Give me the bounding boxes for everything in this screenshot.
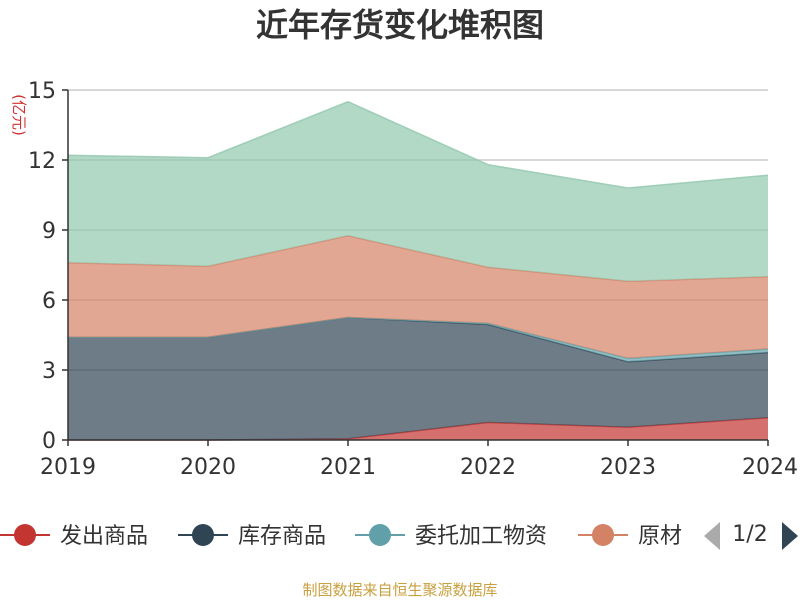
legend-symbol-circle [192, 524, 214, 546]
legend-item[interactable]: 发出商品 [0, 524, 148, 549]
legend-page-indicator: 1/2 [732, 522, 767, 547]
y-axis-ticks: 0 3 6 9 12 15 [28, 79, 68, 454]
y-axis-unit-label: (亿元) [10, 94, 28, 136]
area-series-3 [68, 235, 768, 359]
legend-pager: 1/2 [704, 522, 798, 550]
y-tick-label: 0 [42, 429, 56, 454]
x-tick-label: 2019 [40, 455, 96, 480]
x-axis-ticks: 2019 2020 2021 2022 2023 2024 [40, 440, 798, 480]
y-tick-label: 12 [28, 149, 56, 174]
x-tick-label: 2024 [742, 455, 798, 480]
legend-symbol-circle [14, 524, 36, 546]
legend-label: 原材 [638, 524, 682, 549]
legend-item[interactable]: 原材 [578, 524, 682, 549]
x-tick-label: 2023 [600, 455, 656, 480]
legend-label: 发出商品 [60, 524, 148, 549]
axes [67, 90, 768, 441]
area-series-2 [68, 317, 768, 362]
area-series-1 [68, 317, 768, 440]
area-series-line-4 [67, 100, 769, 189]
chart-title: 近年存货变化堆积图 [256, 6, 544, 44]
legend-symbol-circle [592, 524, 614, 546]
legend-item[interactable]: 委托加工物资 [355, 524, 547, 549]
x-tick-label: 2022 [460, 455, 516, 480]
area-series-4 [68, 101, 768, 282]
legend-item[interactable]: 库存商品 [178, 524, 326, 549]
legend-symbol-circle [369, 524, 391, 546]
area-series-group [67, 100, 769, 441]
y-tick-label: 9 [42, 219, 56, 244]
legend-label: 委托加工物资 [415, 524, 547, 549]
legend-next-arrow-icon[interactable] [782, 522, 798, 550]
y-tick-label: 6 [42, 289, 56, 314]
legend: 发出商品 库存商品 委托加工物资 原材 [0, 524, 682, 549]
legend-label: 库存商品 [238, 524, 326, 549]
y-tick-label: 3 [42, 359, 56, 384]
y-tick-label: 15 [28, 79, 56, 104]
legend-prev-arrow-icon[interactable] [704, 522, 720, 550]
x-tick-label: 2020 [180, 455, 236, 480]
x-tick-label: 2021 [320, 455, 376, 480]
data-source-note: 制图数据来自恒生聚源数据库 [302, 581, 497, 599]
area-series-0 [68, 417, 768, 440]
